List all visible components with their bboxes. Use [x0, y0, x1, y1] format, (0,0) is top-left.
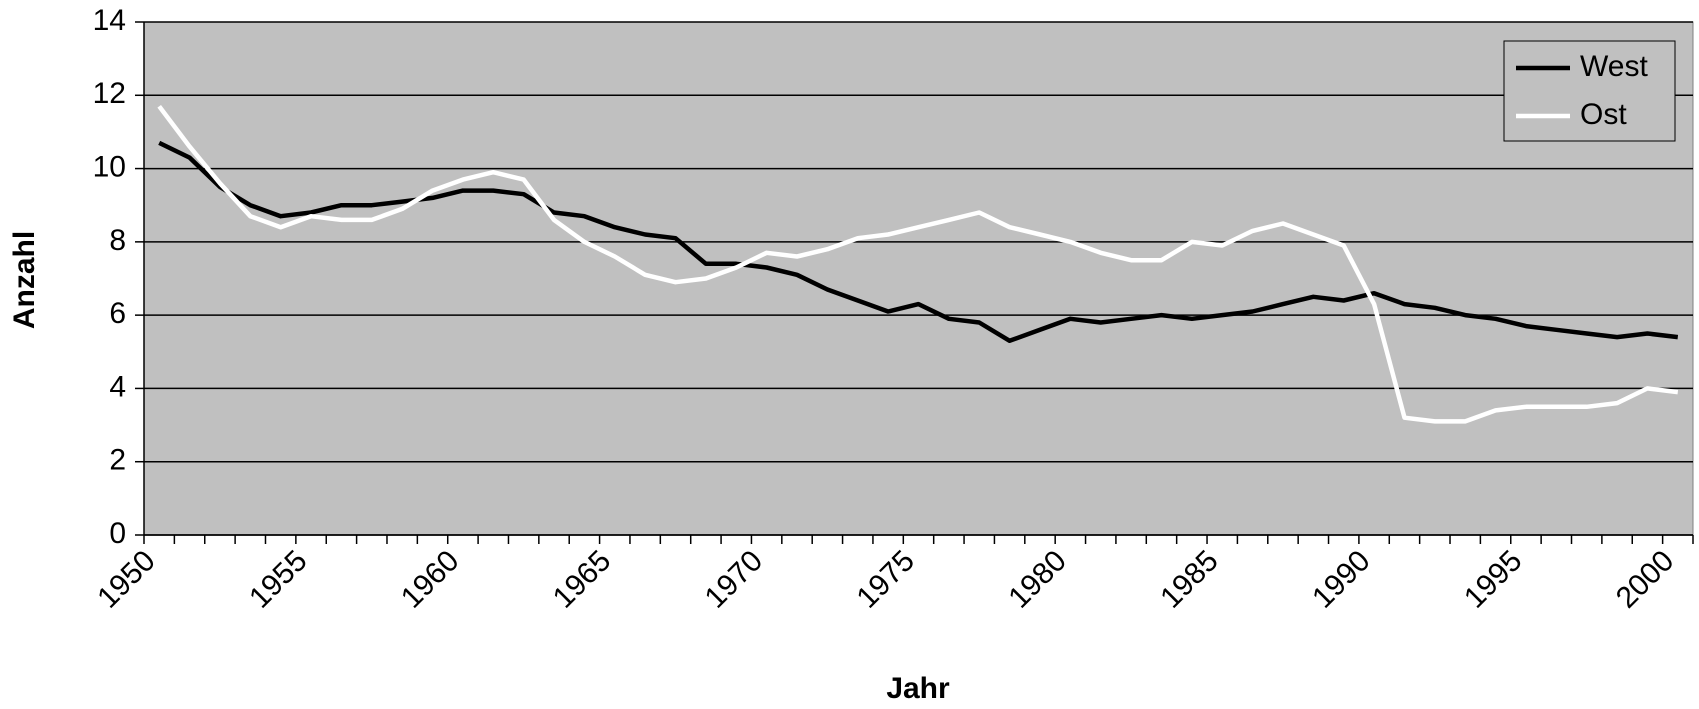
x-tick-label: 1960	[395, 544, 466, 615]
plot-area	[143, 21, 1694, 536]
x-tick-label: 1990	[1306, 544, 1377, 615]
x-tick-label: 1980	[1002, 544, 1073, 615]
legend-label: West	[1580, 50, 1648, 83]
y-tick-label: 4	[109, 370, 126, 403]
y-axis-title: Anzahl	[8, 231, 41, 329]
y-tick-label: 8	[109, 224, 126, 257]
x-tick-label: 1970	[699, 544, 770, 615]
x-tick-label: 1995	[1458, 544, 1529, 615]
x-tick-label: 1975	[851, 544, 922, 615]
legend: West Ost	[1503, 40, 1676, 142]
y-tick-label: 10	[93, 150, 126, 183]
x-axis-title: Jahr	[886, 672, 950, 705]
x-tick-label: 1985	[1154, 544, 1225, 615]
y-tick-label: 14	[93, 4, 126, 37]
legend-box	[1503, 40, 1676, 142]
line-series	[157, 104, 1679, 424]
x-tick-label: 2000	[1610, 544, 1681, 615]
x-tick-label: 1955	[243, 544, 314, 615]
y-tick-label: 6	[109, 297, 126, 330]
y-tick-label: 12	[93, 77, 126, 110]
x-tick-label: 1965	[547, 544, 618, 615]
y-tick-label: 2	[109, 444, 126, 477]
y-tick-label: 0	[109, 517, 126, 550]
legend-label: Ost	[1580, 98, 1627, 131]
x-tick-label: 1950	[91, 544, 162, 615]
